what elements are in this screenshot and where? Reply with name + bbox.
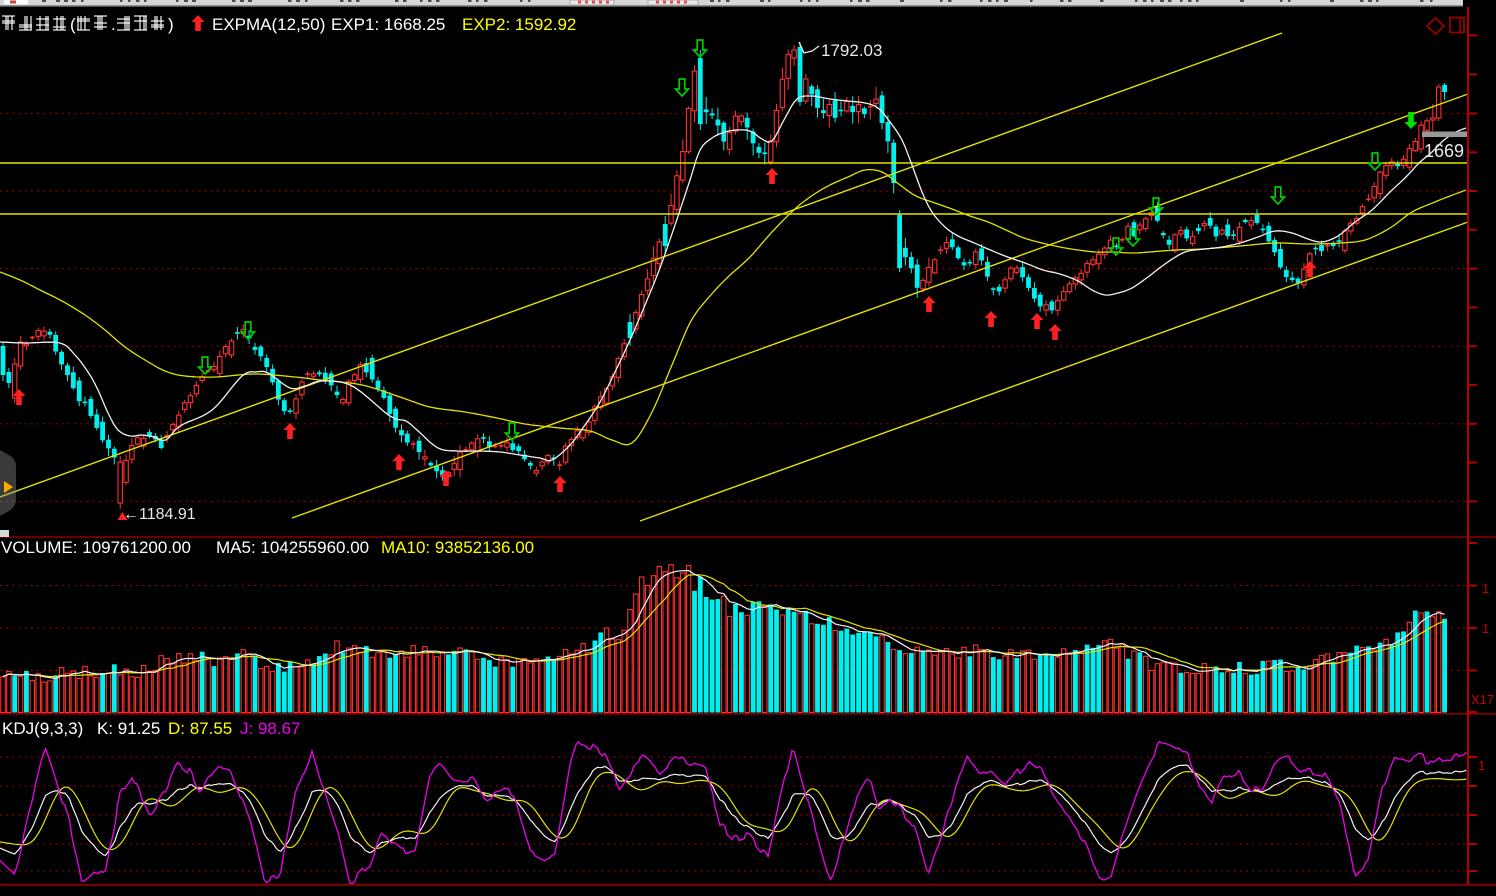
svg-text:1: 1 (1482, 621, 1489, 636)
svg-text:KDJ(9,3,3): KDJ(9,3,3) (2, 719, 83, 738)
svg-text:K: 91.25: K: 91.25 (97, 719, 160, 738)
svg-text:VOLUME: 109761200.00: VOLUME: 109761200.00 (1, 538, 191, 557)
svg-text:1669: 1669 (1424, 141, 1464, 161)
svg-text:1: 1 (1478, 758, 1485, 773)
svg-text:MA10: 93852136.00: MA10: 93852136.00 (381, 538, 534, 557)
svg-text:MA5: 104255960.00: MA5: 104255960.00 (216, 538, 369, 557)
svg-text:←1184.91: ←1184.91 (123, 506, 196, 523)
svg-text:): ) (168, 15, 174, 34)
svg-text:1792.03: 1792.03 (821, 41, 882, 60)
svg-text:.: . (111, 15, 116, 34)
svg-text:EXPMA(12,50): EXPMA(12,50) (212, 15, 325, 34)
svg-text:J: 98.67: J: 98.67 (240, 719, 301, 738)
svg-text:(: ( (70, 15, 76, 34)
svg-text:1: 1 (1482, 581, 1489, 596)
svg-text:D: 87.55: D: 87.55 (168, 719, 232, 738)
svg-text:X17: X17 (1471, 692, 1494, 707)
svg-text:EXP2: 1592.92: EXP2: 1592.92 (462, 15, 576, 34)
svg-text:EXP1: 1668.25: EXP1: 1668.25 (331, 15, 445, 34)
